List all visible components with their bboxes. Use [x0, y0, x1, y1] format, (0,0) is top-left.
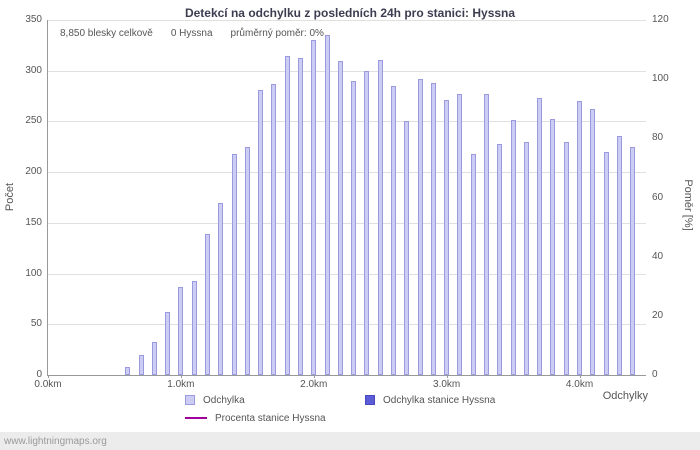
y-tick-right: 60 [652, 191, 664, 203]
x-tickmark [313, 375, 315, 378]
legend-row-2: Procenta stanice Hyssna [185, 409, 495, 427]
legend-swatch-percent-line [185, 417, 207, 419]
gridline [48, 324, 646, 326]
bar-odchylka [444, 100, 450, 375]
bar-odchylka [470, 153, 476, 375]
y-tick-left: 0 [36, 369, 42, 380]
gridline [48, 222, 646, 224]
legend: Odchylka Odchylka stanice Hyssna Procent… [185, 391, 495, 427]
bar-odchylka [484, 94, 490, 375]
annotation-total-strikes: 8,850 blesky celkově [60, 28, 153, 39]
y-tick-left: 350 [25, 14, 42, 25]
y-tick-left: 300 [25, 64, 42, 76]
y-tick-left: 150 [25, 216, 42, 228]
bar-odchylka [284, 55, 290, 375]
x-tick: 1.0km [167, 379, 195, 390]
gridline [48, 273, 646, 275]
y-tick-right: 100 [652, 73, 669, 85]
y-tick-right: 40 [652, 250, 664, 262]
chart-title: Detekcí na odchylku z posledních 24h pro… [184, 6, 516, 20]
x-tickmark [180, 375, 182, 378]
legend-item-station-percent: Procenta stanice Hyssna [185, 413, 326, 424]
legend-item-deviation: Odchylka [185, 395, 365, 406]
bar-odchylka [404, 121, 410, 375]
annotation-average-ratio: průměrný poměr: 0% [230, 28, 324, 39]
y-tick-left: 250 [25, 115, 42, 127]
chart-annotations: 8,850 blesky celkově 0 Hyssna průměrný pom… [60, 28, 342, 39]
watermark-bar: www.lightningmaps.org [0, 432, 700, 450]
bar-odchylka [191, 280, 197, 375]
legend-swatch-station-bar [365, 395, 375, 405]
bar-odchylka [510, 120, 516, 375]
bar-odchylka [138, 354, 144, 375]
bar-odchylka [351, 80, 357, 375]
legend-label-deviation: Odchylka [203, 394, 245, 406]
bar-odchylka [337, 60, 343, 375]
bar-odchylka [311, 40, 317, 375]
bar-odchylka [377, 59, 383, 375]
y-tick-right: 120 [652, 14, 669, 25]
legend-swatch-deviation-bar [185, 395, 195, 405]
legend-item-station-deviation: Odchylka stanice Hyssna [365, 395, 495, 406]
bar-odchylka [204, 234, 210, 375]
gridline [48, 20, 646, 21]
plot-area: 8,850 blesky celkově 0 Hyssna průměrný pom… [25, 15, 668, 390]
bar-odchylka [151, 341, 157, 375]
y-tick-left: 100 [25, 267, 42, 279]
bar-odchylka [324, 35, 330, 375]
bar-odchylka [616, 135, 622, 375]
x-tick: 3.0km [433, 379, 461, 390]
x-tickmark [48, 375, 49, 378]
bar-odchylka [417, 78, 423, 375]
bar-odchylka [457, 94, 463, 375]
bar-odchylka [271, 83, 277, 375]
bar-odchylka [603, 151, 609, 375]
gridline [48, 70, 646, 72]
bar-odchylka [430, 82, 436, 375]
bar-odchylka [550, 119, 556, 375]
bar-odchylka [244, 146, 250, 375]
y-tick-left: 200 [25, 166, 42, 178]
bar-odchylka [125, 366, 131, 375]
bar-odchylka [297, 57, 303, 375]
bar-odchylka [497, 143, 503, 375]
y-axis-label-right: Poměr [%] [682, 179, 694, 231]
bar-odchylka [165, 312, 171, 375]
bar-odchylka [630, 146, 636, 375]
y-tick-right: 0 [652, 369, 658, 380]
bar-odchylka [391, 85, 396, 375]
legend-label-station-deviation: Odchylka stanice Hyssna [383, 394, 496, 406]
bar-odchylka [590, 109, 596, 375]
legend-label-station-percent: Procenta stanice Hyssna [215, 412, 326, 424]
bar-odchylka [178, 286, 184, 375]
y-tick-right: 20 [652, 309, 664, 321]
bar-odchylka [523, 141, 529, 375]
x-tick: 2.0km [300, 379, 328, 390]
x-tick: 4.0km [565, 379, 594, 390]
bar-odchylka [364, 70, 370, 375]
gridline [48, 121, 646, 123]
annotation-station-count: 0 Hyssna [170, 28, 213, 39]
bar-odchylka [537, 98, 543, 375]
x-tickmark [446, 375, 448, 378]
bar-odchylka [563, 141, 569, 375]
y-tick-left: 50 [30, 318, 42, 330]
x-tickmark [579, 375, 581, 378]
x-tick: 0.0km [34, 379, 62, 390]
watermark: www.lightningmaps.org [4, 435, 107, 447]
bar-odchylka [218, 202, 224, 375]
bar-odchylka [258, 90, 264, 375]
y-tick-right: 80 [652, 132, 664, 144]
bar-odchylka [577, 101, 583, 375]
bar-odchylka [231, 153, 237, 375]
x-axis-label: Odchylky [602, 390, 648, 402]
gridline [48, 172, 646, 174]
legend-row-1: Odchylka Odchylka stanice Hyssna [185, 391, 495, 409]
